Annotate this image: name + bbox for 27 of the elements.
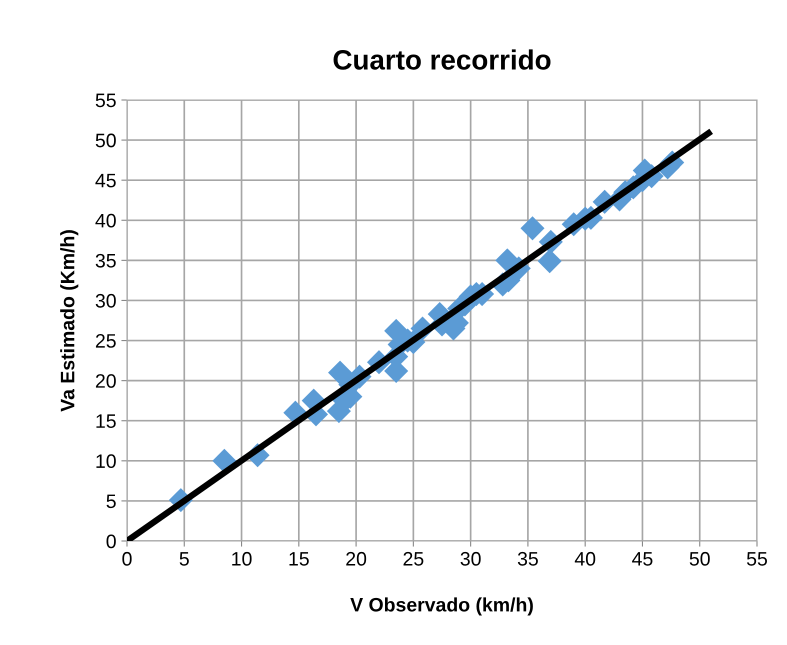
x-tick-label: 0 <box>122 552 132 566</box>
y-tick-label: 45 <box>95 174 116 188</box>
y-tick-label: 40 <box>95 214 116 228</box>
x-tick-label: 55 <box>746 552 767 566</box>
x-tick-label: 5 <box>180 552 189 566</box>
y-tick-label: 35 <box>96 254 116 268</box>
x-tick-label: 30 <box>460 552 481 566</box>
y-tick-label: 10 <box>96 454 116 468</box>
y-tick-label: 25 <box>96 334 116 348</box>
y-tick-label: 5 <box>106 494 116 508</box>
x-tick-label: 40 <box>574 552 596 566</box>
y-tick-label: 50 <box>96 134 116 148</box>
chart-title: Cuarto recorrido <box>334 49 551 70</box>
x-tick-label: 45 <box>632 552 652 566</box>
y-tick-label: 15 <box>96 414 116 428</box>
y-tick-label: 20 <box>96 374 116 388</box>
y-axis-title: Va Estimado (Km/h) <box>60 230 78 412</box>
x-tick-label: 15 <box>289 552 309 566</box>
y-tick-label: 30 <box>96 294 116 308</box>
x-tick-label: 20 <box>346 552 366 566</box>
x-tick-label: 50 <box>690 552 710 566</box>
x-tick-label: 25 <box>404 552 424 566</box>
x-tick-label: 35 <box>518 552 538 566</box>
y-tick-label: 55 <box>96 94 116 108</box>
y-tick-label: 0 <box>106 534 116 548</box>
x-axis-title: V Observado (km/h) <box>350 597 533 616</box>
x-tick-label: 10 <box>232 552 252 566</box>
